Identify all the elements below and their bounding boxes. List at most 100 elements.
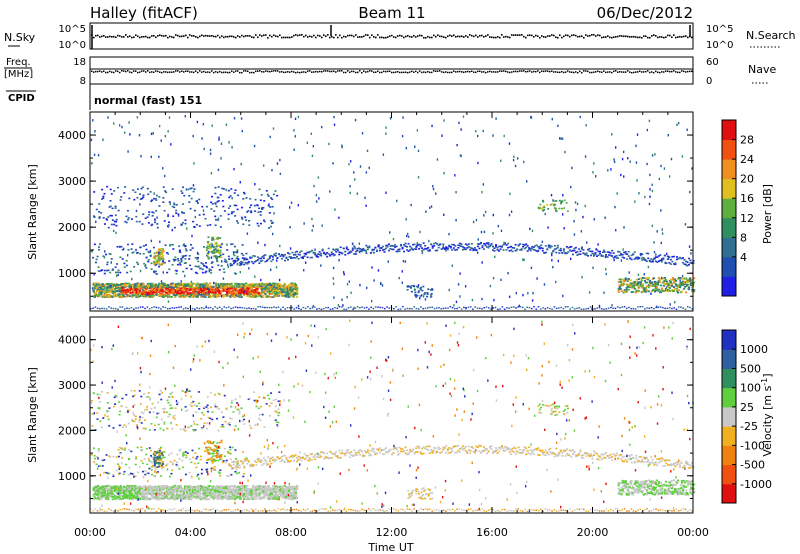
scatter-cell (206, 253, 209, 256)
scatter-cell (228, 285, 231, 288)
scatter-cell (160, 284, 163, 287)
noise-point (191, 35, 193, 37)
scatter-cell (126, 495, 129, 498)
nave-point (185, 70, 187, 73)
scatter-cell (277, 293, 281, 296)
scatter-cell (169, 307, 171, 310)
nave-point (101, 71, 103, 73)
scatter-cell (186, 282, 189, 285)
scatter-cell (492, 307, 495, 309)
scatter-cell (211, 244, 213, 247)
noise-point (469, 34, 471, 36)
scatter-cell (201, 271, 204, 274)
scatter-cell (622, 150, 625, 154)
scatter-cell (554, 207, 557, 210)
noise-point (519, 34, 521, 36)
scatter-cell (193, 282, 196, 285)
noise-point (493, 36, 495, 39)
scatter-cell (690, 252, 692, 255)
scatter-cell (259, 283, 263, 285)
scatter-cell (260, 288, 264, 291)
scatter-cell (241, 244, 244, 246)
nave-point (331, 70, 333, 73)
scatter-cell (104, 283, 108, 286)
scatter-cell (236, 306, 239, 309)
scatter-cell (484, 210, 487, 214)
scatter-cell (107, 284, 110, 287)
scatter-cell (277, 292, 281, 295)
scatter-cell (410, 248, 413, 250)
scatter-cell (270, 260, 273, 263)
scatter-cell (113, 487, 117, 490)
scatter-cell (262, 257, 265, 259)
scatter-cell (171, 288, 174, 290)
scatter-cell (253, 284, 256, 287)
scatter-cell (113, 486, 117, 488)
scatter-cell (393, 308, 395, 310)
scatter-cell (272, 285, 275, 288)
scatter-cell (431, 289, 434, 291)
scatter-cell (693, 290, 696, 293)
noise-point (239, 36, 241, 38)
scatter-cell (117, 269, 120, 272)
scatter-cell (508, 142, 511, 145)
scatter-cell (234, 306, 237, 308)
scatter-cell (397, 248, 400, 251)
scatter-cell (254, 198, 257, 201)
scatter-cell (125, 489, 128, 491)
scatter-cell (183, 194, 186, 197)
nave-point (615, 70, 617, 72)
scatter-cell (108, 491, 111, 494)
scatter-cell (563, 227, 565, 230)
scatter-cell (536, 277, 538, 280)
scatter-cell (547, 226, 549, 229)
scatter-cell (655, 287, 659, 290)
scatter-cell (210, 256, 213, 259)
scatter-cell (217, 186, 220, 188)
scatter-cell (98, 216, 101, 218)
scatter-cell (254, 288, 257, 291)
scatter-cell (224, 284, 227, 287)
scatter-cell (448, 244, 451, 247)
scatter-cell (164, 286, 168, 289)
scatter-cell (162, 186, 165, 188)
scatter-cell (689, 284, 693, 287)
scatter-cell (649, 173, 651, 177)
scatter-cell (668, 290, 672, 292)
scatter-cell (133, 291, 136, 294)
power-scatter (90, 114, 696, 311)
scatter-cell (314, 253, 317, 256)
scatter-cell (427, 288, 430, 290)
scatter-cell (211, 202, 214, 205)
scatter-cell (193, 209, 196, 212)
scatter-cell (603, 291, 605, 295)
scatter-cell (256, 283, 259, 286)
scatter-cell (198, 198, 201, 201)
nave-point (199, 70, 201, 72)
scatter-cell (169, 289, 172, 292)
scatter-cell (192, 282, 195, 285)
scatter-cell (134, 283, 137, 285)
scatter-cell (153, 270, 155, 273)
scatter-cell (196, 202, 199, 204)
nave-point (429, 71, 431, 74)
scatter-cell (290, 294, 293, 297)
scatter-cell (137, 284, 140, 286)
nave-point (583, 70, 585, 72)
noise-point (523, 35, 525, 38)
scatter-cell (374, 306, 377, 308)
scatter-cell (135, 296, 138, 298)
nave-point (307, 70, 309, 72)
nave-point (657, 71, 659, 73)
nave-point (471, 70, 473, 72)
scatter-cell (562, 248, 565, 250)
scatter-cell (106, 294, 109, 297)
scatter-cell (651, 259, 654, 261)
scatter-cell (129, 270, 132, 273)
scatter-cell (267, 287, 270, 290)
nave-point (561, 70, 563, 73)
scatter-cell (519, 249, 522, 251)
scatter-cell (283, 253, 286, 256)
noise-point (199, 35, 201, 38)
